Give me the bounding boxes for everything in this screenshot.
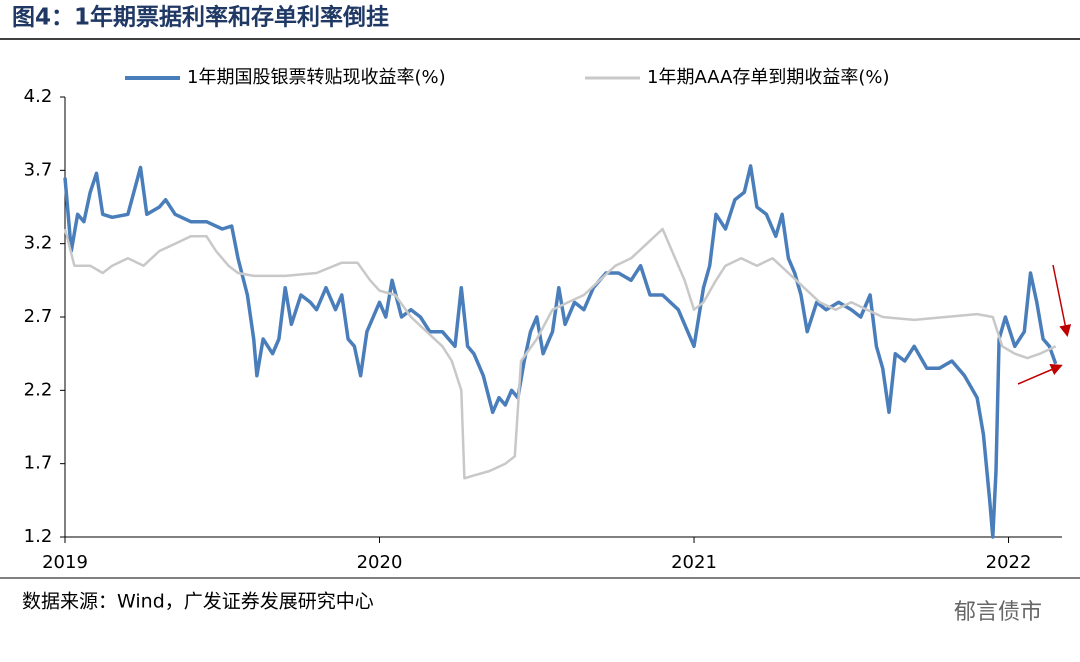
y-tick-label: 4.2: [24, 86, 53, 107]
legend-label: 1年期AAA存单到期收益率(%): [647, 67, 890, 88]
series-line: [63, 164, 1058, 539]
x-tick-label: 2022: [986, 552, 1032, 573]
y-tick-label: 3.7: [24, 159, 53, 180]
y-tick-label: 1.2: [24, 526, 53, 547]
y-tick-label: 3.2: [24, 233, 53, 254]
annotation-arrow: [1052, 264, 1072, 337]
watermark: 郁言债市: [954, 600, 1042, 625]
series-line: [63, 227, 1057, 480]
y-tick-label: 1.7: [24, 453, 53, 474]
page-title: 图4：1年期票据利率和存单利率倒挂: [12, 4, 389, 31]
x-tick-label: 2020: [357, 552, 403, 573]
y-tick-label: 2.2: [24, 379, 53, 400]
legend-label: 1年期国股银票转贴现收益率(%): [187, 67, 446, 88]
y-tick-label: 2.7: [24, 306, 53, 327]
annotation-arrow: [1017, 364, 1063, 385]
x-tick-label: 2021: [671, 552, 717, 573]
x-tick-label: 2019: [42, 552, 88, 573]
source-note: 数据来源：Wind，广发证券发展研究中心: [22, 591, 374, 613]
